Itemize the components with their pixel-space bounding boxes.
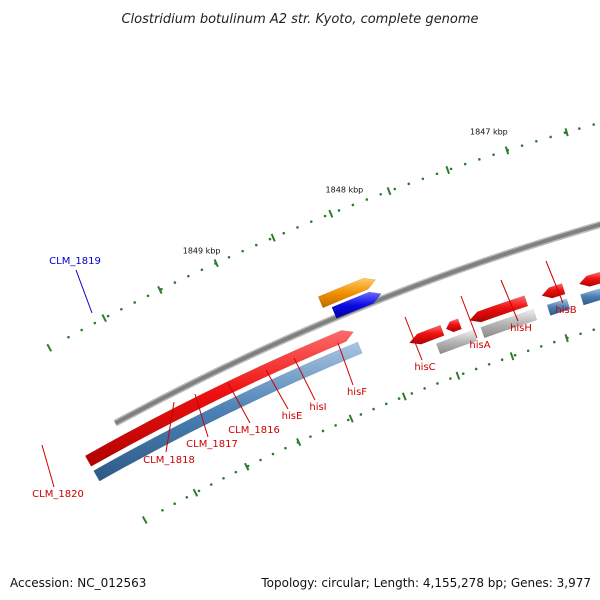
gene-clm-1820[interactable] [84,330,354,467]
gene-label-clm-1816[interactable]: CLM_1816 [228,425,280,436]
tick-label: 1849 kbp [183,247,221,256]
tick-label: 1848 kbp [326,185,364,194]
genome-summary-text: Topology: circular; Length: 4,155,278 bp… [260,576,591,590]
gene-label-hisf[interactable]: hisF [347,387,367,398]
label-leader-clm-1820 [41,444,55,488]
gene-clm-1817[interactable] [445,318,462,333]
axis-ring-outer [46,123,596,352]
gene-label-hish[interactable]: hisH [510,323,532,334]
gene-label-clm-1819[interactable]: CLM_1819 [49,256,101,267]
gene-label-hisc[interactable]: hisC [414,362,435,373]
gene-label-clm-1817[interactable]: CLM_1817 [186,439,238,450]
label-leader-hisi [293,357,316,401]
label-leader-hisb [545,260,564,304]
tick-label: 1847 kbp [470,127,508,136]
gene-label-hisa[interactable]: hisA [469,340,490,351]
gene-clm-1820-shadow[interactable] [93,341,363,482]
accession-text: Accession: NC_012563 [10,576,146,590]
gene-label-hisi[interactable]: hisI [309,402,326,413]
gene-clm-1818[interactable] [408,324,445,345]
map-title: Clostridium botulinum A2 str. Kyoto, com… [121,12,478,27]
gene-label-hisb[interactable]: hisB [555,305,576,316]
gene-label-hise[interactable]: hisE [282,411,303,422]
gene-features [84,271,600,482]
label-leader-hisa [460,295,478,339]
axis-tick-labels: 1840 kbp1841 kbp1842 kbp1843 kbp1844 kbp… [183,127,508,256]
gene-clm-1819-outer[interactable] [317,277,377,309]
gene-label-clm-1818[interactable]: CLM_1818 [143,455,195,466]
gene-hise[interactable] [541,283,566,299]
gene-hisi[interactable] [578,271,600,287]
label-leader-hise [265,369,289,410]
label-leader-hish [500,279,519,322]
gene-clm-1816-shadow[interactable] [480,309,538,339]
label-leader-hisc [404,316,423,361]
gene-labels: CLM_1820 CLM_1819 CLM_1818 CLM_1817 CLM_1816… [32,256,577,500]
gene-hise-shadow[interactable] [546,298,571,316]
label-leader-clm-1819 [75,269,93,314]
axis-ring-inner [141,328,596,524]
gene-clm-1818-shadow[interactable] [436,329,478,355]
map-rings [46,123,600,524]
gene-clm-1816[interactable] [468,295,529,323]
label-leader-hisf [337,342,354,386]
backbone-ring [114,222,600,426]
label-leader-clm-1817 [194,393,209,438]
label-leader-clm-1818 [165,401,175,453]
label-leader-clm-1816 [227,382,251,424]
gene-clm-1819[interactable] [331,291,382,319]
gene-label-clm-1820[interactable]: CLM_1820 [32,489,84,500]
gene-hisi-shadow[interactable] [580,288,600,306]
